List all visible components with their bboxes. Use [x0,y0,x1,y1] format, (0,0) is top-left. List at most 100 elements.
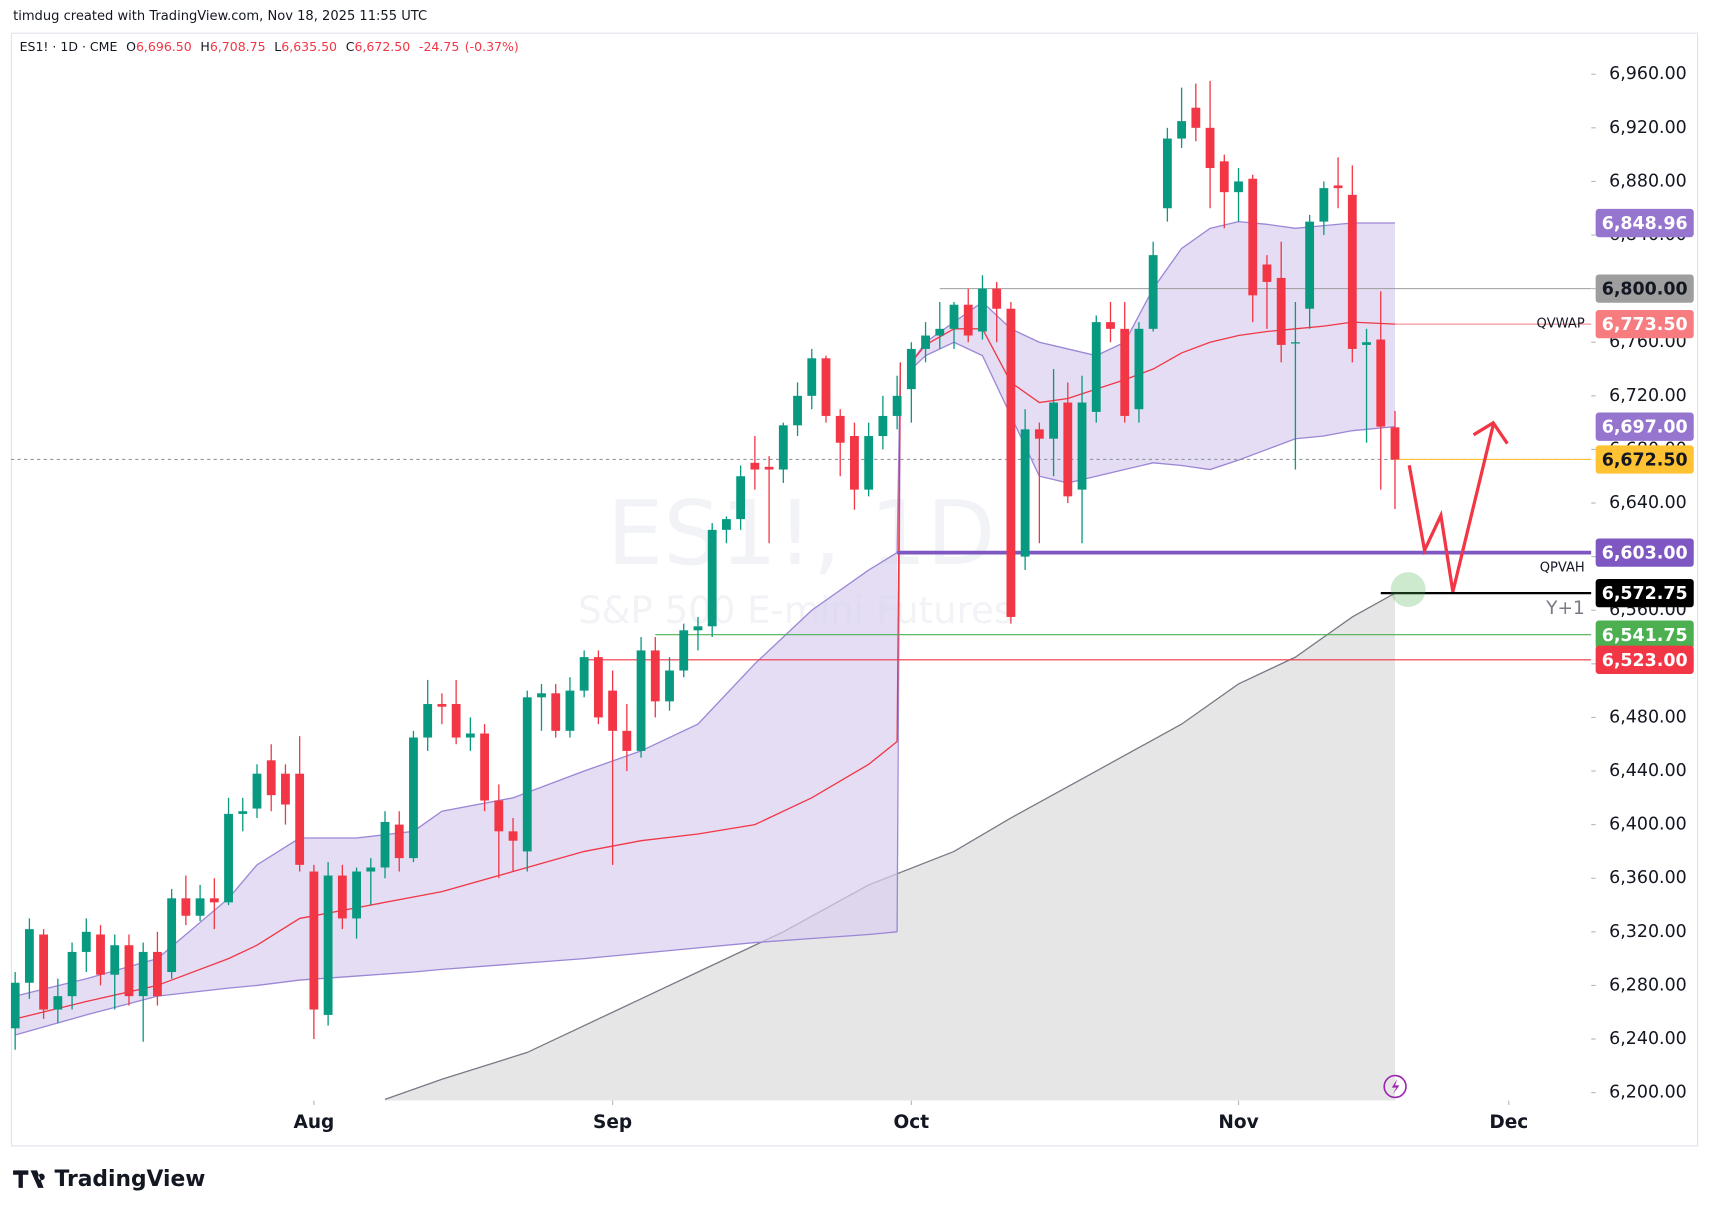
candle-body [437,704,447,707]
candle-body [679,630,689,671]
candle-body [1177,121,1187,139]
logo-text: TradingView [54,1167,205,1192]
candle-body [1305,221,1315,309]
legend-value: 6,635.50 [281,38,337,53]
price-label-bg [1595,538,1694,567]
candle-body [622,730,632,751]
chart-frame [10,32,1699,1147]
ohlc-legend: ES1! · 1D · CME O6,696.50 H6,708.75 L6,635.… [20,38,519,53]
band-mid [15,741,898,1020]
y-tick-label: 6,880.00 [1609,171,1687,191]
candle-body [764,466,774,470]
candle-body [1106,322,1115,329]
candle-body [1347,194,1357,349]
candle-body [807,358,817,396]
candle-body [935,328,945,336]
candle-body [110,945,120,975]
candle-body [195,898,205,916]
candle-body [266,760,276,796]
price-label-bg [1595,578,1694,608]
legend-value: 6,672.50 [354,38,410,53]
candle-body [1034,429,1044,439]
x-tick-label: Dec [1489,1112,1528,1133]
y-tick-label: 6,920.00 [1609,118,1687,138]
candle-body [309,871,319,1010]
candle-body [793,395,802,426]
level-name: Y+1 [1545,598,1585,619]
price-label: 6,800.00 [1602,280,1688,300]
price-label-bg [1595,208,1694,238]
band-lower [14,931,898,1036]
candle-body [209,898,219,903]
candle-body [352,871,361,919]
candle-body [238,811,248,814]
candle-body [1291,342,1300,344]
candle-body [138,951,148,997]
candle-body [593,657,603,718]
y-tick-label: 6,200.00 [1609,1083,1687,1103]
price-label: 6,773.50 [1602,315,1688,335]
candle-body [423,704,433,738]
price-label-bg [1595,645,1694,674]
level-name: QVWAP [1537,317,1585,332]
candle-body [565,690,575,731]
candle-body [380,821,390,868]
candle-body [864,436,874,490]
average-line [384,592,1396,1100]
candle-body [337,875,347,919]
candle-body [1020,429,1030,557]
symbol: ES1! · 1D · CME [20,38,118,53]
candle-body [963,304,973,336]
price-label: 6,603.00 [1602,544,1688,564]
candle-body [1219,161,1229,193]
y-tick-label: 6,320.00 [1609,922,1687,942]
candle-body [1248,178,1258,296]
y-tick-label: 6,720.00 [1609,386,1687,406]
candle-body [1319,188,1329,222]
band-upper [910,220,1395,363]
event-icon[interactable] [1383,1074,1407,1099]
price-label: 6,697.00 [1602,418,1688,438]
candle-body [81,931,91,952]
candle-body [992,288,1002,309]
candle-body [722,519,731,530]
candle-body [1390,427,1400,460]
y-tick-label: 6,960.00 [1609,64,1687,84]
logo-mark [13,1170,45,1188]
legend-key: H [200,38,209,53]
candle-body [1234,181,1243,193]
y-tick-label: 6,280.00 [1609,975,1687,995]
candle-body [1148,255,1158,329]
legend-value: 6,708.75 [210,38,266,53]
legend-change: -24.75 [419,38,459,53]
candle-body [181,898,191,916]
header: timdug created with TradingView.com, Nov… [13,9,427,24]
drawn-arrow [1407,420,1509,593]
candle-body [224,813,233,903]
price-label: 6,572.75 [1602,584,1688,604]
candle-body [522,697,532,852]
level-name: QPVAH [1540,560,1585,575]
candle-body [1120,328,1130,416]
x-tick-label: Sep [593,1112,632,1133]
candle-body [53,996,63,1010]
candle-body [295,773,305,865]
x-tick-label: Aug [294,1112,335,1133]
price-label: 6,541.75 [1602,626,1688,646]
price-label: 6,848.96 [1602,214,1688,234]
price-label-bg [1595,620,1694,649]
candle-body [67,951,77,997]
y-tick-label: 6,480.00 [1609,707,1687,727]
price-label-bg [1595,412,1694,441]
candle-body [1077,402,1087,490]
candle-body [494,800,504,832]
price-label-bg [1595,309,1694,339]
candle-body [1191,107,1201,128]
candle-body [736,476,746,520]
candle-body [124,945,134,997]
watermark-symbol: ES1!, 1D [607,482,995,586]
candle-body [1276,277,1286,345]
candle-body [1362,342,1371,345]
target-circle [1390,572,1426,607]
